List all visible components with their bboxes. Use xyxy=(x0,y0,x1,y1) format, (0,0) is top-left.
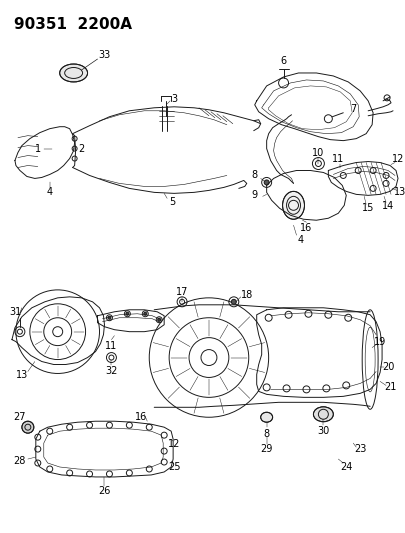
Text: 11: 11 xyxy=(331,154,343,164)
Circle shape xyxy=(108,316,111,319)
Text: 32: 32 xyxy=(105,367,117,376)
Text: 3: 3 xyxy=(171,94,177,104)
Text: 28: 28 xyxy=(14,456,26,466)
Text: 12: 12 xyxy=(391,154,403,164)
Text: 1: 1 xyxy=(35,143,41,154)
Text: 24: 24 xyxy=(339,462,352,472)
Text: 8: 8 xyxy=(263,429,269,439)
Text: 4: 4 xyxy=(47,188,53,197)
Text: 21: 21 xyxy=(383,382,395,392)
Text: 15: 15 xyxy=(361,203,373,213)
Text: 14: 14 xyxy=(381,201,393,211)
Text: 90351  2200A: 90351 2200A xyxy=(14,17,132,33)
Text: 31: 31 xyxy=(10,307,22,317)
Text: 20: 20 xyxy=(381,362,393,373)
Ellipse shape xyxy=(282,191,304,219)
Text: 19: 19 xyxy=(373,337,385,346)
Circle shape xyxy=(264,180,269,185)
Text: 23: 23 xyxy=(353,444,365,454)
Text: 11: 11 xyxy=(105,341,117,351)
Text: 25: 25 xyxy=(167,462,180,472)
Text: 26: 26 xyxy=(98,486,111,496)
Text: 2: 2 xyxy=(78,143,85,154)
Ellipse shape xyxy=(60,64,87,82)
Circle shape xyxy=(157,318,160,321)
Text: 17: 17 xyxy=(175,287,188,297)
Text: 10: 10 xyxy=(311,148,324,158)
Text: 7: 7 xyxy=(349,104,356,114)
Text: 12: 12 xyxy=(168,439,180,449)
Text: 6: 6 xyxy=(280,56,286,66)
Text: 8: 8 xyxy=(251,171,257,181)
Text: 30: 30 xyxy=(316,426,329,436)
Ellipse shape xyxy=(22,421,34,433)
Text: 27: 27 xyxy=(14,412,26,422)
Circle shape xyxy=(143,312,146,315)
Text: 5: 5 xyxy=(168,197,175,207)
Circle shape xyxy=(126,312,128,315)
Text: 18: 18 xyxy=(240,290,252,300)
Ellipse shape xyxy=(260,412,272,422)
Ellipse shape xyxy=(313,407,333,422)
Text: 4: 4 xyxy=(297,235,303,245)
Circle shape xyxy=(231,300,236,304)
Text: 29: 29 xyxy=(260,444,272,454)
Text: 13: 13 xyxy=(16,370,28,381)
Text: 16: 16 xyxy=(300,223,312,233)
Text: 13: 13 xyxy=(393,188,405,197)
Text: 33: 33 xyxy=(98,50,110,60)
Text: 16: 16 xyxy=(135,412,147,422)
Text: 9: 9 xyxy=(251,190,257,200)
